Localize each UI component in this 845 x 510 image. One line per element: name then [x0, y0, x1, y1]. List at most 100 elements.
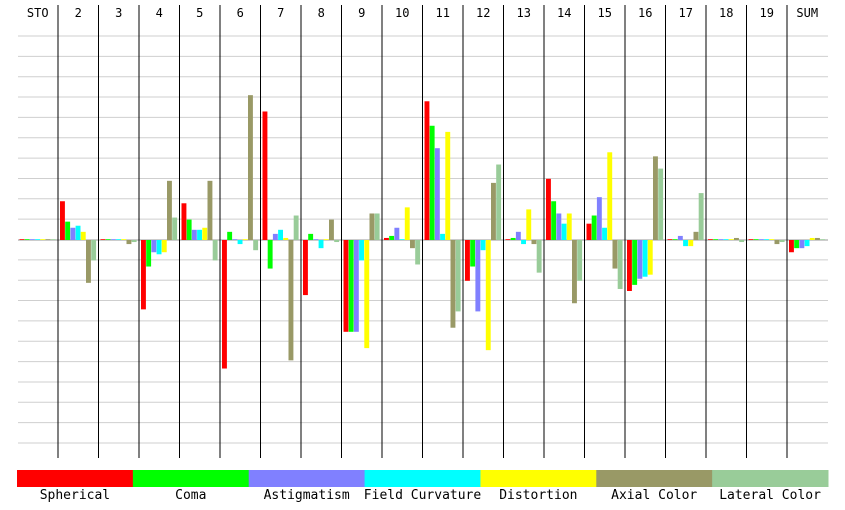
bar — [126, 240, 132, 245]
bar — [429, 125, 435, 240]
bar — [591, 215, 597, 240]
legend-swatch — [17, 470, 134, 487]
legend-label: Spherical — [40, 488, 110, 503]
bar — [799, 240, 805, 249]
bar — [728, 239, 734, 240]
bar — [561, 223, 567, 240]
surface-label: 14 — [557, 6, 571, 20]
bar — [121, 239, 127, 240]
column-separators — [57, 5, 788, 458]
surface-label: 8 — [318, 6, 325, 20]
surface-label: 3 — [115, 6, 122, 20]
bar — [308, 233, 314, 240]
bar — [465, 240, 470, 281]
legend-label: Field Curvature — [364, 488, 482, 503]
bar — [653, 156, 658, 240]
bar — [353, 240, 359, 332]
bar — [627, 240, 632, 291]
bar — [450, 240, 456, 328]
bar — [758, 239, 764, 240]
bar — [667, 239, 673, 240]
bar — [688, 240, 694, 247]
bar — [207, 180, 213, 240]
bar — [172, 217, 178, 240]
bar — [602, 227, 607, 240]
bar — [496, 164, 502, 240]
bar — [698, 193, 704, 240]
bar — [779, 240, 785, 243]
bar — [364, 240, 370, 349]
bar — [510, 237, 516, 240]
bar — [612, 240, 618, 269]
bar — [40, 239, 46, 240]
legend-swatch — [364, 470, 481, 487]
bar — [197, 229, 202, 240]
bar — [60, 201, 65, 240]
bar — [303, 240, 308, 296]
surface-label: 16 — [638, 6, 652, 20]
bar — [708, 239, 713, 240]
bar — [596, 197, 602, 240]
surface-label: 6 — [237, 6, 244, 20]
bar — [804, 240, 810, 247]
bar — [723, 239, 729, 240]
bar — [658, 168, 664, 240]
bar — [329, 219, 334, 240]
surface-label: 9 — [358, 6, 365, 20]
bar — [748, 239, 754, 240]
bar — [323, 239, 329, 240]
bar — [526, 209, 532, 240]
bar — [480, 240, 486, 251]
bar — [146, 240, 152, 267]
bar — [617, 240, 623, 289]
bar — [713, 239, 719, 240]
legend-label: Axial Color — [611, 488, 697, 503]
bar — [212, 240, 218, 261]
bar — [647, 240, 653, 275]
bar — [369, 213, 375, 240]
bar — [551, 201, 557, 240]
bar — [45, 239, 51, 240]
bar — [809, 237, 815, 240]
bar — [404, 207, 410, 240]
surface-label: 12 — [476, 6, 490, 20]
bar — [556, 213, 562, 240]
bar — [359, 240, 364, 261]
bar — [586, 223, 592, 240]
bar — [35, 239, 40, 240]
bar — [505, 239, 511, 240]
bar — [105, 239, 111, 240]
bar — [116, 239, 121, 240]
bar — [29, 239, 35, 240]
bar — [348, 240, 354, 332]
bar — [546, 178, 551, 240]
bar — [677, 235, 683, 240]
bar — [531, 240, 537, 245]
bar — [237, 240, 243, 245]
legend-label: Astigmatism — [264, 488, 350, 503]
legend-swatch — [712, 470, 829, 487]
bar — [110, 239, 116, 240]
bar — [718, 239, 724, 240]
bar — [637, 240, 643, 279]
bar — [167, 180, 172, 240]
bar — [318, 240, 324, 249]
bar — [389, 235, 395, 240]
bar — [242, 239, 248, 240]
legend-swatch — [132, 470, 250, 487]
bar — [572, 240, 577, 304]
bar — [794, 240, 800, 249]
bar — [186, 219, 192, 240]
bar — [410, 240, 415, 249]
bar — [222, 240, 227, 369]
bar — [70, 227, 76, 240]
bar — [642, 240, 648, 277]
bar — [202, 227, 208, 240]
bar — [632, 240, 638, 285]
bar — [253, 240, 259, 251]
surface-label: STO — [27, 6, 49, 20]
bar — [80, 231, 86, 240]
bar — [131, 240, 137, 243]
bar — [141, 240, 146, 310]
